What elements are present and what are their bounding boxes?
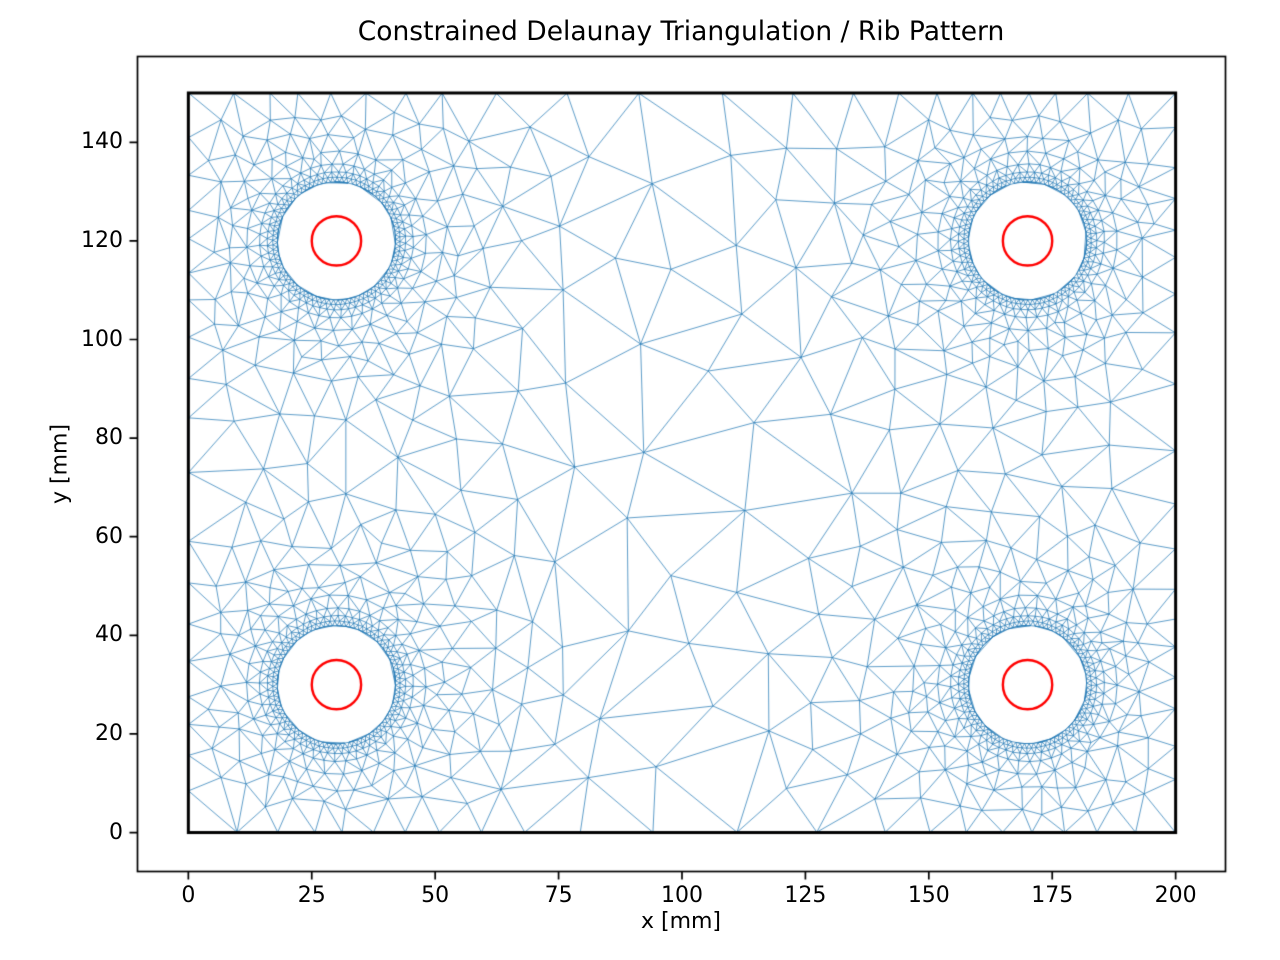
y-tick-label: 120 bbox=[81, 227, 123, 253]
x-tick-label: 200 bbox=[1154, 883, 1197, 908]
x-tick-label: 125 bbox=[784, 883, 827, 908]
x-tick-label: 0 bbox=[181, 883, 196, 908]
y-tick-label: 80 bbox=[95, 425, 123, 451]
x-tick-label: 100 bbox=[660, 883, 703, 908]
x-tick-label: 25 bbox=[297, 883, 326, 908]
chart-title: Constrained Delaunay Triangulation / Rib… bbox=[357, 16, 1005, 47]
x-tick-label: 50 bbox=[421, 883, 450, 908]
x-axis-label: x [mm] bbox=[640, 909, 722, 934]
x-tick-label: 175 bbox=[1031, 883, 1074, 908]
y-tick-label: 0 bbox=[109, 819, 123, 845]
y-tick-label: 60 bbox=[95, 523, 123, 549]
y-tick-label: 20 bbox=[95, 720, 123, 746]
y-tick-label: 140 bbox=[81, 129, 123, 155]
y-tick-label: 40 bbox=[95, 622, 123, 648]
x-tick-label: 75 bbox=[544, 883, 573, 908]
y-tick-label: 100 bbox=[81, 326, 123, 352]
x-tick-label: 150 bbox=[907, 883, 950, 908]
